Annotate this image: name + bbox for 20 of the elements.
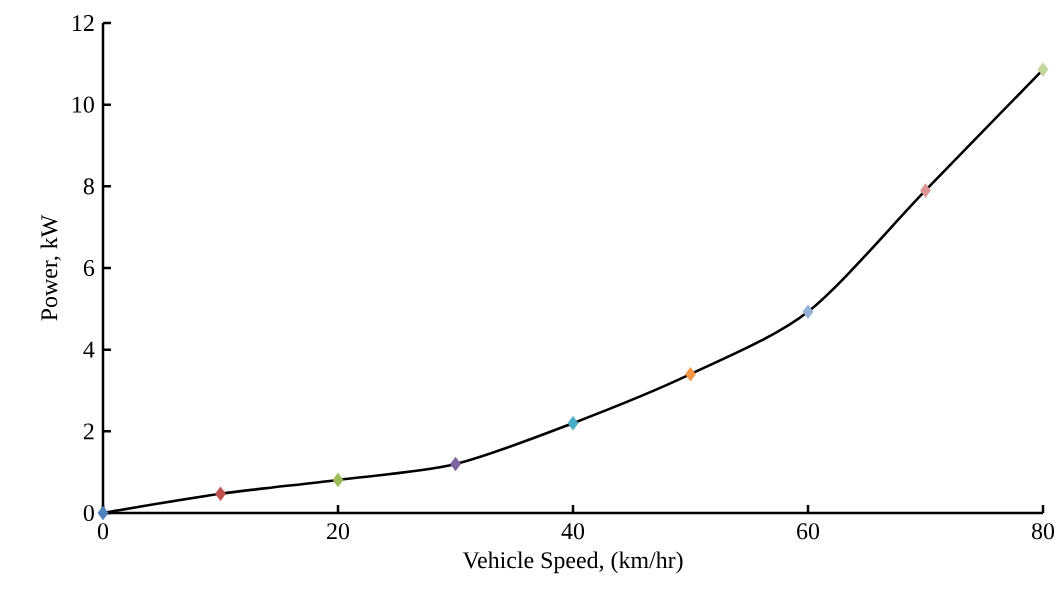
- x-axis-title: Vehicle Speed, (km/hr): [462, 551, 683, 574]
- point: [920, 183, 931, 198]
- y-tick-label: 0: [83, 504, 94, 522]
- x-tick-label: 20: [327, 523, 350, 540]
- x-tick-label: 0: [97, 523, 109, 540]
- x-tick-label: 80: [1031, 523, 1055, 540]
- x-tick-label: 40: [561, 523, 585, 540]
- y-tick-label: 6: [83, 259, 95, 277]
- point: [332, 472, 344, 488]
- y-tick-label: 10: [73, 96, 94, 113]
- point: [97, 505, 109, 521]
- y-tick-label: 8: [83, 178, 94, 195]
- y-tick-label: 12: [73, 15, 94, 31]
- x-tick-label: 60: [797, 523, 820, 540]
- y-tick-label: 4: [83, 341, 95, 358]
- y-tick-label: 2: [83, 423, 94, 440]
- point: [802, 304, 814, 319]
- y-axis-title: Power, kW: [40, 214, 61, 321]
- point: [1037, 62, 1049, 77]
- point: [567, 415, 579, 431]
